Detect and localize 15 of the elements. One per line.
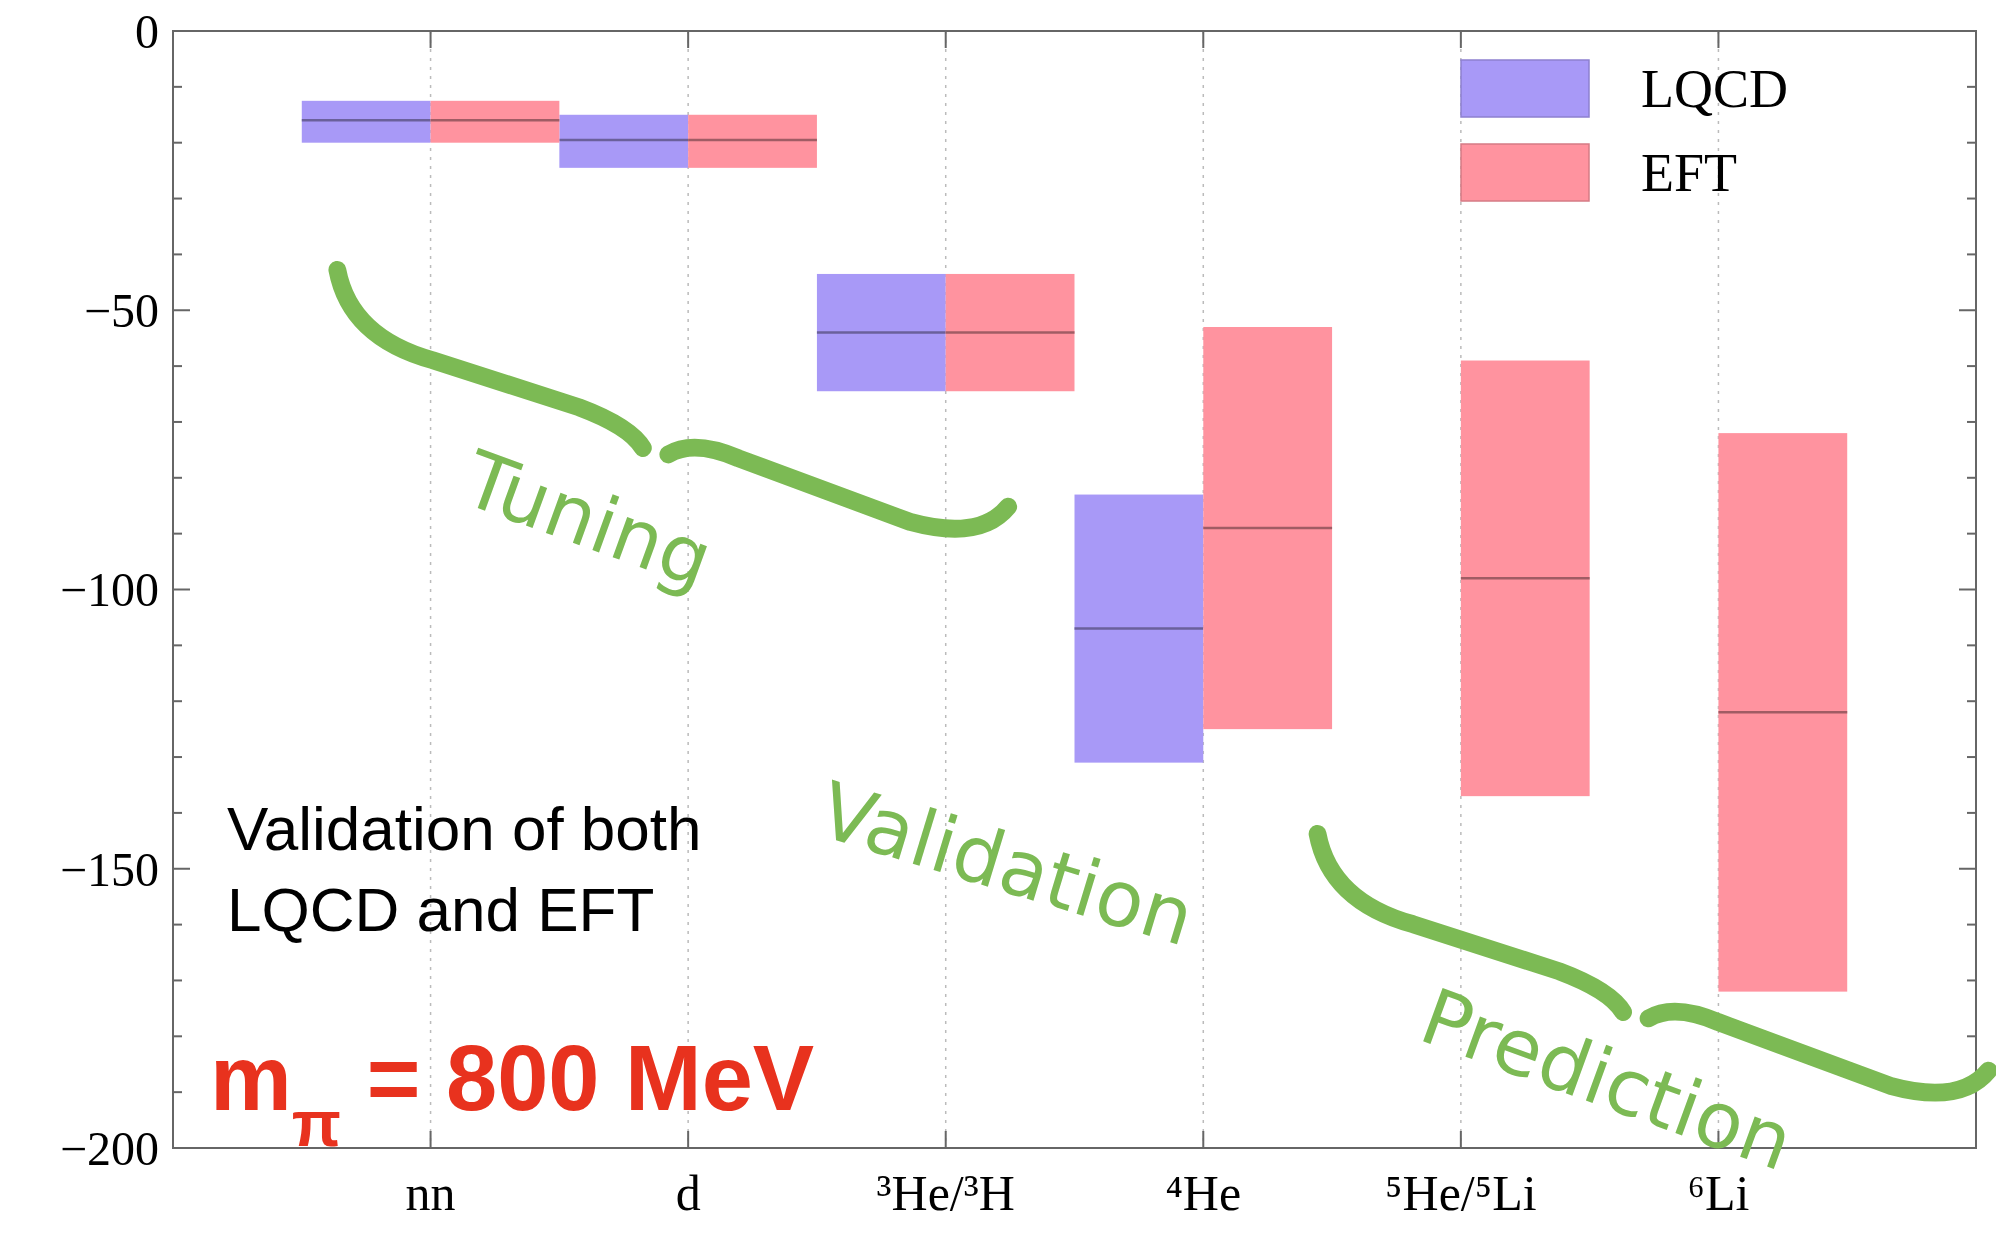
x-tick-label: ⁶Li	[1687, 1165, 1750, 1221]
legend-label: LQCD	[1641, 58, 1788, 119]
annotation: Validation of both LQCD and EFT	[227, 794, 702, 944]
x-tick-label: nn	[405, 1165, 456, 1221]
y-tick-label: −200	[59, 1121, 159, 1175]
legend-label: EFT	[1641, 142, 1738, 203]
annotation: m$_{π}$ = 800 MeV	[210, 1027, 815, 1160]
y-tick-label: −100	[59, 563, 159, 617]
x-tick-label: ⁴He	[1165, 1165, 1242, 1221]
y-tick-label: 0	[135, 4, 159, 58]
x-tick-label: ³He/³H	[876, 1165, 1015, 1221]
x-tick-label: ⁵He/⁵Li	[1385, 1165, 1537, 1221]
y-tick-label: −50	[83, 284, 159, 338]
x-tick-label: d	[675, 1165, 701, 1221]
y-tick-label: −150	[59, 842, 159, 896]
